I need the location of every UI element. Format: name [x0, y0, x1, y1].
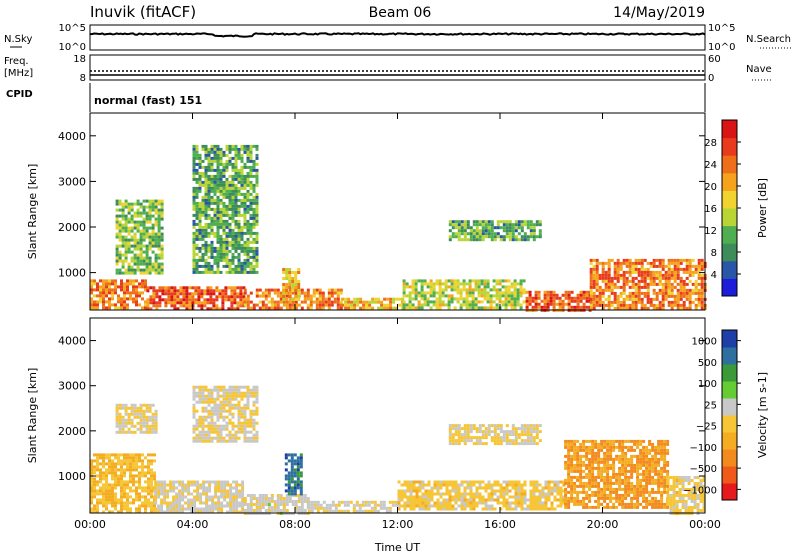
y-tick-label: 3000 — [58, 380, 86, 393]
cpid-value: normal (fast) 151 — [94, 94, 202, 107]
nsearch-tick-bottom: 10^0 — [708, 42, 735, 53]
data-region — [90, 279, 147, 310]
y-tick-label: 2000 — [58, 221, 86, 234]
data-region — [284, 453, 303, 496]
colorbar-tick-label: 1000 — [692, 337, 717, 348]
beam-title: Beam 06 — [369, 5, 432, 21]
freq-tick-bottom: 8 — [80, 73, 86, 84]
y-tick-label: 4000 — [58, 335, 86, 348]
nsky-label: N.Sky — [4, 34, 32, 45]
colorbar-tick-label: −1000 — [683, 485, 717, 496]
colorbar: 1000 500 100 25 −25 −100 −500 −1000 Velocity [m … — [683, 329, 769, 501]
x-axis-label: Time UT — [374, 541, 420, 554]
data-region — [192, 144, 259, 274]
freq-panel: Freq. [MHz] 18 8 60 0 Nave — [4, 54, 772, 84]
x-tick-label: 08:00 — [279, 518, 311, 531]
nsky-panel: N.Sky 10^5 10^0 10^5 10^0 N.Search — [4, 23, 792, 53]
y-tick-label: 1000 — [58, 470, 86, 483]
colorbar-label: Power [dB] — [756, 178, 769, 238]
data-region — [307, 500, 398, 513]
y-tick-label: 3000 — [58, 175, 86, 188]
colorbar-tick-label: 16 — [704, 204, 717, 215]
nsearch-tick-top: 10^5 — [708, 23, 735, 34]
cpid-panel: CPID normal (fast) 151 — [6, 83, 706, 112]
freq-tick-top: 18 — [73, 54, 86, 65]
colorbar-tick-label: 100 — [698, 379, 717, 390]
x-tick-label: 00:00 — [74, 518, 106, 531]
colorbar-tick-label: 500 — [698, 358, 717, 369]
data-region — [154, 480, 245, 514]
data-region — [115, 199, 164, 275]
date-title: 14/May/2019 — [613, 5, 705, 21]
colorbar-tick-label: 28 — [704, 138, 717, 149]
data-region — [589, 258, 707, 310]
colorbar-tick-label: 12 — [704, 226, 717, 237]
colorbar-tick-label: −100 — [690, 443, 717, 454]
data-region — [397, 480, 566, 511]
y-tick-label: 1000 — [58, 267, 86, 280]
nsearch-label: N.Search — [746, 34, 791, 45]
colorbar-tick-label: 20 — [704, 182, 717, 193]
power-panel: 1000 2000 3000 4000 Slant Range [km] 4 8 12 16 20… — [26, 112, 769, 312]
colorbar-tick-label: 24 — [704, 160, 717, 171]
x-tick-label: 00:00 — [689, 518, 721, 531]
nave-tick-top: 60 — [708, 54, 721, 65]
data-region — [90, 453, 156, 514]
colorbar-tick-label: 8 — [711, 248, 717, 259]
data-region — [525, 290, 592, 312]
data-region — [341, 297, 405, 310]
nave-tick-bottom: 0 — [708, 73, 714, 84]
data-region — [402, 279, 526, 310]
data-region — [192, 385, 259, 443]
y-tick-label: 4000 — [58, 130, 86, 143]
colorbar-tick-label: −500 — [690, 464, 717, 475]
velocity-panel: 1000 2000 3000 4000 00:00 04:00 08:00 12:00 16:0… — [26, 317, 769, 554]
colorbar-tick-label: 4 — [711, 270, 717, 281]
x-tick-label: 16:00 — [484, 518, 516, 531]
data-region — [564, 439, 670, 509]
freq-unit: [MHz] — [4, 68, 33, 79]
cpid-label: CPID — [6, 89, 33, 100]
station-title: Inuvik (fitACF) — [90, 3, 196, 21]
nsky-tick-top: 10^5 — [59, 23, 86, 34]
data-region — [448, 424, 542, 446]
nave-label: Nave — [746, 64, 772, 75]
y-tick-label: 2000 — [58, 425, 86, 438]
data-region — [448, 220, 542, 242]
nsky-tick-bottom: 10^0 — [59, 42, 86, 53]
colorbar-tick-label: −25 — [696, 422, 717, 433]
colorbar-tick-label: 25 — [704, 400, 717, 411]
nsky-line — [89, 32, 706, 38]
x-tick-label: 12:00 — [382, 518, 414, 531]
y-axis-label: Slant Range [km] — [26, 164, 39, 260]
y-axis-label: Slant Range [km] — [26, 368, 39, 464]
colorbar-label: Velocity [m s-1] — [756, 372, 769, 458]
colorbar: 4 8 12 16 20 24 28 Power [dB] — [704, 119, 769, 297]
freq-label: Freq. — [4, 56, 29, 67]
data-region — [282, 268, 301, 301]
data-region — [115, 403, 158, 434]
x-tick-label: 20:00 — [587, 518, 619, 531]
x-tick-label: 04:00 — [177, 518, 209, 531]
data-region — [243, 288, 343, 310]
